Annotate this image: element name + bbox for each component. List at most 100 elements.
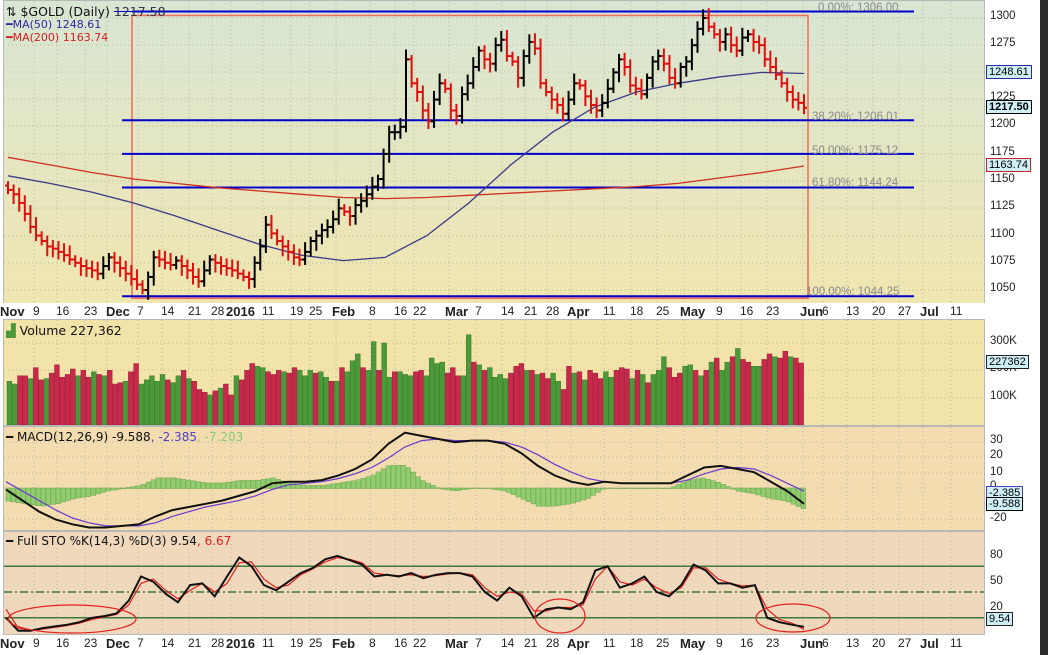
date-tick: Dec bbox=[106, 304, 130, 319]
date-tick: 25 bbox=[309, 304, 323, 318]
stochastic-panel bbox=[3, 531, 985, 635]
axis-tick: 1150 bbox=[990, 173, 1015, 185]
date-tick: 16 bbox=[740, 304, 754, 318]
axis-tick: 1175 bbox=[990, 146, 1015, 158]
date-tick: 25 bbox=[656, 304, 670, 318]
stochastic-legend: ━ Full STO %K(14,3) %D(3) 9.54, 6.67 bbox=[6, 534, 232, 548]
date-tick: 21 bbox=[188, 636, 202, 650]
date-tick: 7 bbox=[475, 304, 482, 318]
date-tick: 22 bbox=[413, 304, 427, 318]
date-tick: 19 bbox=[290, 636, 304, 650]
date-tick: 28 bbox=[546, 636, 560, 650]
date-tick: 21 bbox=[524, 304, 538, 318]
date-tick: 21 bbox=[188, 304, 202, 318]
date-tick: 9 bbox=[716, 636, 723, 650]
date-tick: 16 bbox=[56, 636, 70, 650]
ma200-legend: ━MA(200) 1163.74 bbox=[6, 31, 109, 44]
macd-plot bbox=[4, 427, 984, 530]
date-tick: 28 bbox=[211, 304, 225, 318]
date-tick: 11 bbox=[950, 636, 963, 650]
date-tick: 9 bbox=[33, 304, 40, 318]
date-tick: May bbox=[680, 636, 706, 651]
axis-tick: 20 bbox=[990, 449, 1003, 461]
axis-tick: 1300 bbox=[990, 10, 1016, 22]
axis-tick: 1075 bbox=[990, 255, 1016, 267]
axis-tick: 1275 bbox=[990, 37, 1016, 49]
value-tag: 227362 bbox=[986, 355, 1029, 369]
date-tick: Apr bbox=[567, 304, 590, 319]
date-tick: 13 bbox=[846, 636, 860, 650]
value-tag: 9.54 bbox=[986, 612, 1014, 626]
date-tick: 28 bbox=[546, 304, 560, 318]
date-tick: 8 bbox=[369, 304, 376, 318]
date-tick: 27 bbox=[898, 636, 912, 650]
axis-tick: 80 bbox=[990, 549, 1003, 561]
date-tick: 11 bbox=[603, 636, 616, 650]
price-legend-title: ⇅ $GOLD (Daily) 1217.58 bbox=[6, 4, 166, 19]
date-tick: Apr bbox=[567, 636, 590, 651]
ma50-swatch: ━ bbox=[6, 18, 13, 31]
date-tick: May bbox=[680, 304, 706, 319]
axis-tick: 1050 bbox=[990, 282, 1016, 294]
date-tick: 14 bbox=[501, 636, 515, 650]
axis-tick: 1100 bbox=[990, 228, 1015, 240]
date-tick: 2016 bbox=[226, 636, 255, 651]
ma50-legend: ━MA(50) 1248.61 bbox=[6, 18, 102, 31]
fibonacci-level-label: 38.20%: 1206.01 bbox=[812, 111, 899, 123]
date-tick: 19 bbox=[290, 304, 304, 318]
date-tick: 16 bbox=[56, 304, 70, 318]
date-tick: Feb bbox=[332, 304, 356, 319]
axis-tick: 1125 bbox=[990, 200, 1015, 212]
axis-tick: 300K bbox=[990, 335, 1017, 347]
date-tick: 11 bbox=[950, 304, 963, 318]
price-plot bbox=[4, 1, 984, 303]
date-tick: 14 bbox=[161, 636, 175, 650]
axis-tick: 30 bbox=[990, 434, 1003, 446]
date-tick: 11 bbox=[262, 636, 275, 650]
last-price: 1217.58 bbox=[113, 4, 166, 19]
date-tick: 23 bbox=[766, 636, 780, 650]
macd-panel bbox=[3, 426, 985, 531]
date-axis-top: Nov 9 16 23 Dec 7 14 21 28 2016 11 19 25 Feb 8 16 22 Mar 7… bbox=[0, 303, 985, 319]
value-axis: 1300 1275 1225 1200 1175 1150 1125 1100 1075 1050… bbox=[986, 0, 1040, 655]
date-tick: 6 bbox=[822, 304, 829, 318]
date-tick: 23 bbox=[84, 304, 98, 318]
fibonacci-level-label: 100.00%: 1044.25 bbox=[806, 286, 900, 298]
axis-tick: 1200 bbox=[990, 118, 1016, 130]
date-tick: 18 bbox=[630, 636, 644, 650]
date-tick: 11 bbox=[262, 304, 275, 318]
symbol-title: $GOLD (Daily) bbox=[20, 4, 110, 19]
window-edge bbox=[1040, 0, 1048, 655]
fibonacci-level-label: 0.00%: 1306.00 bbox=[818, 2, 899, 14]
value-tag: 1217.50 bbox=[986, 100, 1032, 114]
date-tick: 11 bbox=[603, 304, 616, 318]
date-tick: 9 bbox=[716, 304, 723, 318]
price-panel bbox=[3, 0, 985, 304]
axis-tick: 10 bbox=[990, 466, 1003, 478]
date-tick: 20 bbox=[872, 636, 886, 650]
volume-bars-icon: ▟ bbox=[6, 323, 16, 338]
date-tick: Mar bbox=[445, 304, 469, 319]
date-tick: 18 bbox=[630, 304, 644, 318]
date-tick: Nov bbox=[0, 636, 25, 651]
bar-chart-icon: ⇅ bbox=[6, 4, 17, 19]
date-tick: 7 bbox=[137, 304, 144, 318]
date-axis-bottom: Nov 9 16 23 Dec 7 14 21 28 2016 11 19 25 Feb 8 16 22 Mar 7… bbox=[0, 635, 985, 655]
date-tick: 27 bbox=[898, 304, 912, 318]
volume-legend: ▟ Volume 227,362 bbox=[6, 323, 122, 338]
axis-tick: -20 bbox=[990, 512, 1007, 524]
volume-plot bbox=[4, 320, 984, 425]
date-tick: 28 bbox=[211, 636, 225, 650]
date-tick: 25 bbox=[309, 636, 323, 650]
volume-panel bbox=[3, 319, 985, 426]
value-tag: -9.588 bbox=[986, 497, 1024, 511]
value-tag: 1163.74 bbox=[986, 158, 1031, 172]
date-tick: 7 bbox=[475, 636, 482, 650]
fibonacci-level-label: 61.80%: 1144.24 bbox=[812, 177, 899, 189]
date-tick: Jun bbox=[800, 304, 824, 319]
date-tick: 6 bbox=[822, 636, 829, 650]
date-tick: 16 bbox=[394, 304, 408, 318]
date-tick: 25 bbox=[656, 636, 670, 650]
date-tick: 23 bbox=[84, 636, 98, 650]
date-tick: 14 bbox=[161, 304, 175, 318]
